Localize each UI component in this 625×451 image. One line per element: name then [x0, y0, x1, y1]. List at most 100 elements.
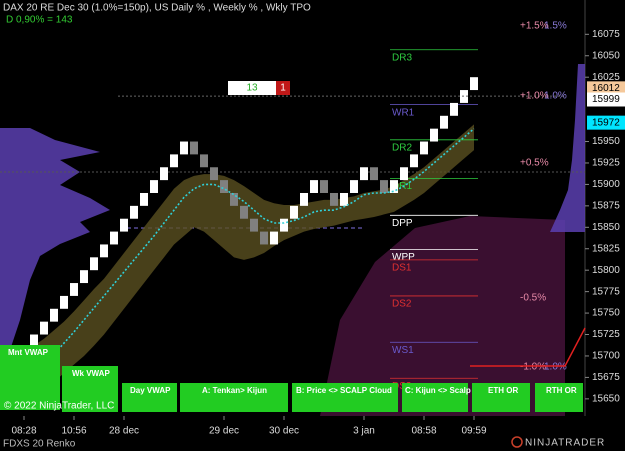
brick — [320, 180, 328, 193]
chart-title: DAX 20 RE Dec 30 (1.0%=150p), US Daily %… — [3, 3, 311, 14]
order-count-box[interactable] — [276, 81, 290, 95]
x-tick-label: 29 dec — [209, 426, 239, 437]
percent-label: +1.5% — [520, 20, 549, 31]
brick — [130, 205, 138, 219]
button-label[interactable]: A: Tenkan> Kijun — [202, 386, 267, 395]
brick — [450, 102, 458, 116]
y-tick-label: 15650 — [592, 393, 620, 404]
percent-label: 1.5% — [544, 20, 567, 31]
order-box[interactable] — [228, 81, 276, 95]
button-label[interactable]: Mnt VWAP — [8, 348, 49, 357]
percent-label: +0.5% — [520, 158, 549, 169]
button[interactable] — [472, 383, 530, 412]
y-tick-label: 15900 — [592, 179, 620, 190]
y-tick-label: 15950 — [592, 136, 620, 147]
y-tick-label: 16075 — [592, 29, 620, 40]
brand: NINJATRADER — [525, 438, 605, 449]
brick — [190, 141, 198, 155]
price-marker-label: 15999 — [592, 94, 620, 105]
y-tick-label: 16050 — [592, 50, 620, 61]
brick — [330, 192, 338, 206]
level-label: DR3 — [392, 52, 412, 63]
brick — [30, 334, 38, 348]
percent-label: +1.0% — [520, 91, 549, 102]
level-label: DR1 — [392, 181, 412, 192]
brick — [370, 167, 378, 181]
brick — [410, 154, 418, 168]
brick — [120, 218, 128, 232]
plot: 16075 16050 16025 15950 15925 15900 15875 15850… — [10, 20, 620, 437]
y-tick-label: 16025 — [592, 72, 620, 83]
level-label: DR2 — [392, 142, 412, 153]
button-label[interactable]: Day VWAP — [130, 386, 171, 395]
x-tick-label: 28 dec — [109, 426, 139, 437]
brick — [440, 115, 448, 129]
level-label: DPP — [392, 218, 413, 229]
percent-label: -1.0% — [520, 362, 546, 373]
button[interactable] — [122, 383, 177, 412]
level-label: DS3 — [392, 381, 412, 392]
brick — [200, 154, 208, 168]
level-label: WS1 — [392, 345, 414, 356]
brick — [150, 180, 158, 193]
brick — [380, 180, 388, 193]
brick — [210, 167, 218, 181]
brick — [240, 205, 248, 219]
button[interactable] — [535, 383, 583, 412]
button[interactable] — [402, 383, 468, 412]
brick — [340, 192, 348, 206]
brick — [400, 167, 408, 181]
y-tick-label: 15800 — [592, 265, 620, 276]
cloud — [14, 124, 474, 408]
button[interactable] — [292, 383, 398, 412]
brick — [80, 270, 88, 284]
price-marker — [587, 92, 625, 107]
brick — [470, 77, 478, 91]
volume-profile — [550, 64, 585, 232]
brick — [170, 154, 178, 168]
brick — [110, 231, 118, 245]
chart-subtitle: D 0,90% = 143 — [6, 15, 73, 26]
brick — [70, 283, 78, 296]
brick — [360, 167, 368, 181]
brick — [140, 192, 148, 206]
brick — [420, 141, 428, 155]
x-tick-label: 08:58 — [411, 426, 436, 437]
button[interactable] — [0, 345, 60, 410]
brick — [270, 231, 278, 245]
button[interactable] — [180, 383, 288, 412]
button-label[interactable]: RTH OR — [546, 386, 577, 395]
price-marker-label: 16012 — [592, 83, 620, 94]
brick — [50, 308, 58, 322]
level-label: WR1 — [392, 107, 415, 118]
price-marker — [587, 115, 625, 130]
brand-logo — [511, 436, 523, 448]
instrument: FDXS 20 Renko — [3, 439, 76, 450]
button[interactable] — [62, 366, 118, 412]
button-label[interactable]: ETH OR — [488, 386, 518, 395]
level-label: WPP — [392, 252, 415, 263]
x-tick-label: 3 jan — [353, 426, 375, 437]
brick — [230, 192, 238, 206]
button-label[interactable]: B: Price <> SCALP Cloud — [296, 386, 392, 395]
brick — [160, 167, 168, 181]
brick — [390, 180, 398, 193]
y-tick-label: 15775 — [592, 286, 620, 297]
brick — [40, 321, 48, 335]
y-tick-label: 15925 — [592, 158, 620, 169]
y-tick-label: 15825 — [592, 243, 620, 254]
level-label: DS1 — [392, 263, 412, 274]
brick — [310, 180, 318, 193]
x-tick-label: 08:28 — [11, 426, 36, 437]
brick — [300, 192, 308, 206]
button-label[interactable]: C: Kijun <> Scalp Cloud — [405, 386, 496, 395]
y-tick-label: 15725 — [592, 329, 620, 340]
percent-label: -0.5% — [520, 292, 546, 303]
brick — [60, 295, 68, 309]
order-count: 1 — [280, 83, 286, 94]
button-label[interactable]: Wk VWAP — [72, 369, 110, 378]
copyright: © 2022 NinjaTrader, LLC — [4, 401, 114, 412]
y-tick-label: 15675 — [592, 372, 620, 383]
brick — [430, 128, 438, 142]
